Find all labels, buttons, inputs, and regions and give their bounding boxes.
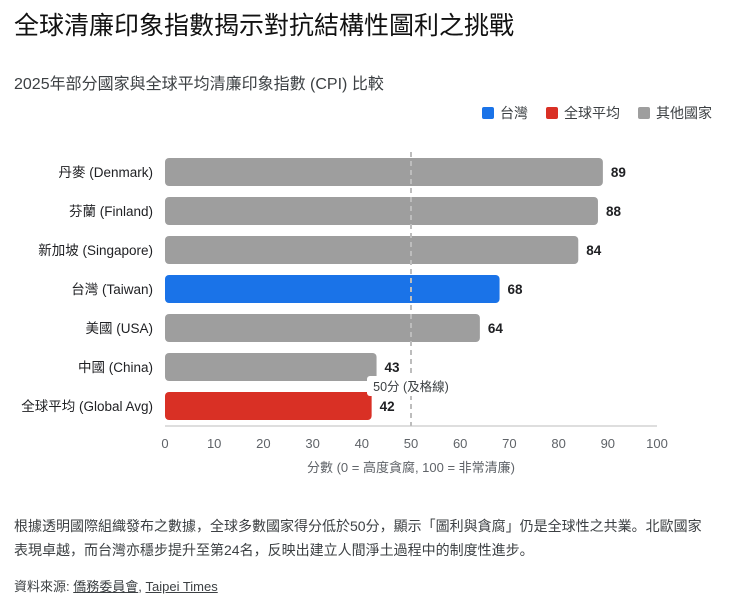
- reference-label-background: [367, 376, 455, 396]
- x-tick-label: 30: [305, 436, 319, 451]
- x-tick-label: 20: [256, 436, 270, 451]
- chart-legend: 台灣 全球平均 其他國家: [482, 103, 712, 123]
- chart-title: 2025年部分國家與全球平均清廉印象指數 (CPI) 比較: [14, 76, 384, 93]
- source-link-taipei-times[interactable]: Taipei Times: [145, 579, 218, 594]
- value-label: 64: [488, 321, 504, 336]
- value-label: 89: [611, 165, 626, 180]
- reference-line-label: 50分 (及格線): [373, 379, 449, 394]
- category-label: 芬蘭 (Finland): [69, 204, 153, 219]
- bar-2: [165, 236, 579, 264]
- x-tick-label: 90: [601, 436, 615, 451]
- legend-label-taiwan: 台灣: [500, 105, 528, 121]
- legend-swatch-taiwan: [482, 107, 494, 119]
- value-label: 88: [606, 204, 622, 219]
- page-title: 全球清廉印象指數揭示對抗結構性圖利之挑戰: [14, 12, 515, 40]
- x-tick-label: 70: [502, 436, 516, 451]
- bar-6: [165, 392, 372, 420]
- legend-label-global-avg: 全球平均: [564, 105, 620, 121]
- value-label: 42: [380, 399, 395, 414]
- category-label: 台灣 (Taiwan): [71, 282, 153, 297]
- bar-3: [165, 275, 500, 303]
- description-text: 根據透明國際組織發布之數據，全球多數國家得分低於50分，顯示「圖利與貪腐」仍是全…: [14, 518, 702, 558]
- source-link-ocac[interactable]: 僑務委員會: [73, 579, 139, 594]
- x-axis-title: 分數 (0 = 高度貪腐, 100 = 非常清廉): [307, 460, 515, 475]
- bar-4: [165, 314, 480, 342]
- x-tick-label: 100: [646, 436, 668, 451]
- value-label: 43: [385, 360, 401, 375]
- category-label: 丹麥 (Denmark): [58, 165, 153, 180]
- source-separator: ,: [138, 579, 146, 594]
- bar-1: [165, 197, 598, 225]
- x-tick-label: 0: [161, 436, 168, 451]
- legend-item-others: 其他國家: [638, 103, 712, 123]
- bar-0: [165, 158, 603, 186]
- x-tick-label: 80: [551, 436, 565, 451]
- category-label: 新加坡 (Singapore): [38, 243, 153, 258]
- category-label: 美國 (USA): [86, 321, 154, 336]
- legend-swatch-global-avg: [546, 107, 558, 119]
- x-tick-label: 60: [453, 436, 467, 451]
- bar-chart: 丹麥 (Denmark) 89 芬蘭 (Finland) 88 新加坡 (Singapo…: [21, 152, 668, 475]
- legend-item-taiwan: 台灣: [482, 103, 528, 123]
- legend-label-others: 其他國家: [656, 105, 712, 121]
- x-tick-label: 40: [355, 436, 369, 451]
- source-label: 資料來源:: [14, 579, 74, 594]
- value-label: 68: [508, 282, 524, 297]
- category-label: 中國 (China): [78, 360, 153, 375]
- source-line: 資料來源: 僑務委員會, Taipei Times: [14, 576, 218, 595]
- value-label: 84: [586, 243, 602, 258]
- x-tick-label: 50: [404, 436, 418, 451]
- category-label: 全球平均 (Global Avg): [21, 398, 153, 414]
- x-tick-label: 10: [207, 436, 221, 451]
- legend-swatch-others: [638, 107, 650, 119]
- bar-5: [165, 353, 377, 381]
- legend-item-global-avg: 全球平均: [546, 103, 620, 123]
